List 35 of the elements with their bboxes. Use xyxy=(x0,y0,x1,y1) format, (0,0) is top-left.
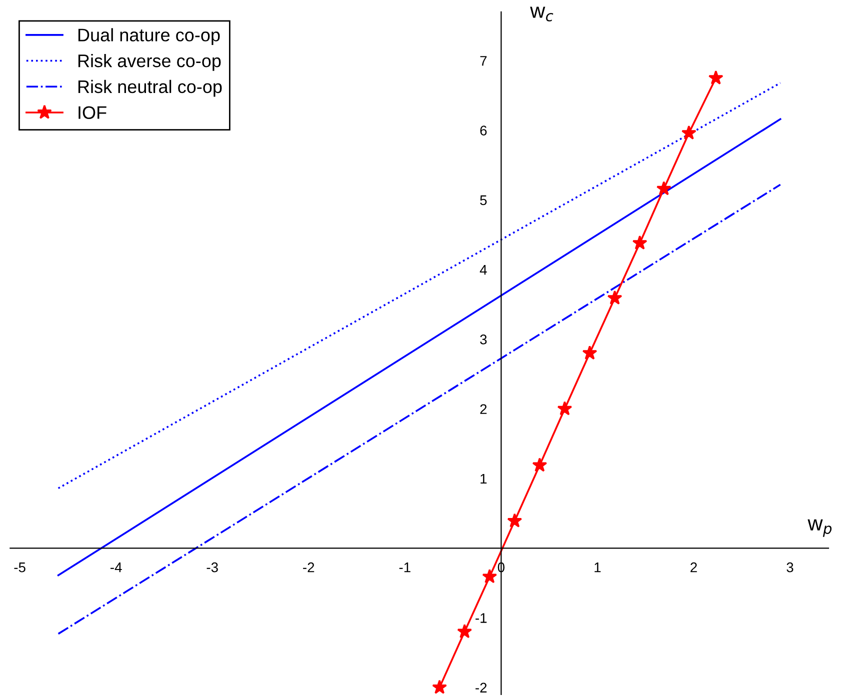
y-tick-label: 6 xyxy=(480,126,487,136)
y-tick-label: -2 xyxy=(476,682,487,692)
point xyxy=(708,70,724,85)
legend-label: Risk averse co-op xyxy=(78,54,221,71)
legend-label: Risk neutral co-op xyxy=(78,80,222,97)
y-tick-label: 3 xyxy=(480,334,487,344)
point xyxy=(557,401,572,416)
y-tick-label: 2 xyxy=(480,404,487,414)
x-tick-label: -2 xyxy=(303,562,314,572)
y-tick-label: 1 xyxy=(480,474,487,484)
point xyxy=(457,624,472,638)
x-axis-title: w$_{p}$ xyxy=(808,519,832,537)
point xyxy=(507,513,522,528)
point xyxy=(607,290,622,305)
x-tick-label: 2 xyxy=(690,562,697,572)
legend-label: Dual nature co-op xyxy=(78,28,220,45)
legend-label: IOF xyxy=(78,106,106,119)
y-tick-label: 4 xyxy=(480,265,487,275)
y-tick-label: -1 xyxy=(476,613,487,623)
point xyxy=(482,568,498,584)
point xyxy=(656,181,672,196)
x-tick-label: -4 xyxy=(110,562,122,572)
point xyxy=(632,235,648,250)
point xyxy=(432,680,447,694)
y-axis-title: w$_{c}$ xyxy=(530,6,554,22)
x-tick-label: -5 xyxy=(14,562,26,572)
y-tick-label: 7 xyxy=(480,56,487,66)
point xyxy=(582,345,598,360)
y-tick-label: 5 xyxy=(480,195,487,206)
x-tick-label: -1 xyxy=(399,562,410,572)
x-tick-label: 3 xyxy=(786,562,794,572)
x-tick-label: -3 xyxy=(206,562,218,572)
point xyxy=(532,457,548,472)
point xyxy=(681,125,696,140)
x-tick-label: 1 xyxy=(594,562,601,572)
